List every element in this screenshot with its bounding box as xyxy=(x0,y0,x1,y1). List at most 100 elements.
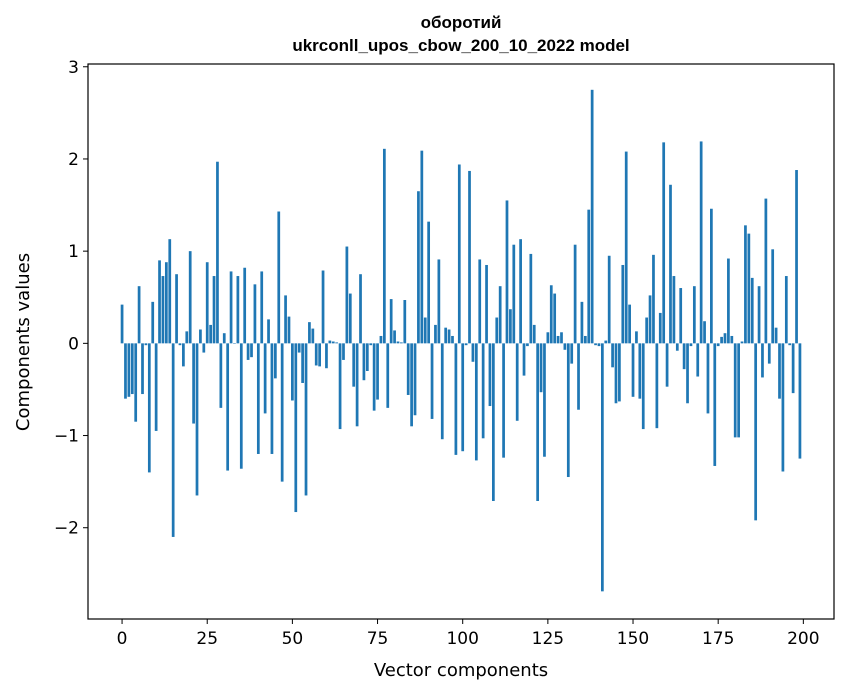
bar-57 xyxy=(314,343,318,366)
bar-30 xyxy=(222,333,226,344)
x-tick-label: 75 xyxy=(367,629,389,649)
bar-145 xyxy=(614,343,618,404)
bar-142 xyxy=(604,340,608,344)
bar-101 xyxy=(464,343,468,346)
bar-106 xyxy=(481,343,485,439)
y-tick-label: 3 xyxy=(68,58,79,78)
bar-44 xyxy=(270,343,274,454)
bar-25 xyxy=(205,262,209,344)
bar-150 xyxy=(631,343,635,397)
bar-97 xyxy=(451,335,454,344)
bar-197 xyxy=(791,343,795,394)
y-tick-label: 0 xyxy=(68,334,79,354)
bar-198 xyxy=(795,170,798,344)
bar-13 xyxy=(164,262,168,344)
bar-105 xyxy=(478,259,482,344)
bar-88 xyxy=(420,150,424,344)
bar-11 xyxy=(158,260,161,344)
bar-194 xyxy=(781,343,785,472)
bar-59 xyxy=(321,270,325,344)
bar-48 xyxy=(284,295,287,344)
y-axis-ticks: −2 −1 0 1 2 3 xyxy=(54,58,88,539)
bar-38 xyxy=(250,343,253,358)
bar-56 xyxy=(311,328,315,344)
bar-68 xyxy=(352,343,356,387)
bar-4 xyxy=(134,343,138,422)
bar-188 xyxy=(761,343,764,378)
bar-65 xyxy=(342,343,345,360)
bar-167 xyxy=(689,343,693,347)
bar-24 xyxy=(202,343,206,353)
bar-80 xyxy=(393,330,396,344)
bar-134 xyxy=(577,343,580,410)
bar-55 xyxy=(308,322,311,344)
bar-156 xyxy=(652,254,655,344)
bar-41 xyxy=(260,271,264,344)
bar-32 xyxy=(229,271,233,344)
bar-72 xyxy=(365,343,369,371)
bar-191 xyxy=(771,249,775,344)
plot-frame xyxy=(87,63,835,620)
bar-140 xyxy=(597,343,601,347)
bar-179 xyxy=(730,335,734,344)
bar-39 xyxy=(253,284,257,344)
bar-117 xyxy=(519,239,522,344)
bar-16 xyxy=(175,274,178,344)
bar-114 xyxy=(509,309,512,344)
bar-93 xyxy=(437,259,441,344)
bar-103 xyxy=(471,343,475,362)
bar-94 xyxy=(440,343,444,440)
bar-112 xyxy=(502,343,505,458)
bar-157 xyxy=(655,343,659,429)
bar-53 xyxy=(301,343,304,383)
bar-21 xyxy=(192,343,195,424)
bar-161 xyxy=(669,184,672,344)
bar-148 xyxy=(624,151,628,344)
bar-70 xyxy=(359,274,362,344)
bar-62 xyxy=(331,341,335,344)
bar-75 xyxy=(376,343,379,400)
x-tick-label: 0 xyxy=(117,629,128,649)
bar-22 xyxy=(195,343,199,496)
bar-110 xyxy=(495,317,499,344)
bar-69 xyxy=(355,343,359,427)
bar-64 xyxy=(338,343,342,430)
bar-31 xyxy=(226,343,230,471)
bar-144 xyxy=(611,343,614,368)
chart-title-line-1: оборотий xyxy=(421,13,502,32)
bar-137 xyxy=(587,209,591,344)
bar-127 xyxy=(553,293,557,344)
y-tick-label: 1 xyxy=(68,242,79,262)
bar-169 xyxy=(696,343,700,377)
bar-29 xyxy=(219,343,223,408)
x-tick-label: 125 xyxy=(532,629,564,649)
bar-89 xyxy=(423,317,427,344)
bar-132 xyxy=(570,343,574,364)
bar-100 xyxy=(461,343,465,452)
bar-192 xyxy=(774,327,778,344)
bar-146 xyxy=(618,343,621,402)
bar-177 xyxy=(723,333,727,344)
bar-151 xyxy=(635,331,638,344)
bar-91 xyxy=(430,343,434,419)
x-axis-label: Vector components xyxy=(374,660,548,681)
x-axis-ticks: 0 25 50 75 100 125 150 175 200 xyxy=(117,619,820,649)
bar-17 xyxy=(178,343,182,346)
bar-5 xyxy=(137,286,141,344)
bar-85 xyxy=(410,343,413,427)
bar-115 xyxy=(512,244,516,344)
bar-86 xyxy=(413,343,417,416)
bar-50 xyxy=(291,343,294,401)
bar-181 xyxy=(737,343,740,438)
bar-28 xyxy=(216,161,219,344)
bar-190 xyxy=(767,343,771,364)
bar-83 xyxy=(403,300,407,344)
bar-77 xyxy=(382,148,386,344)
bar-162 xyxy=(672,276,676,344)
bar-143 xyxy=(607,255,611,344)
bar-45 xyxy=(273,343,277,379)
y-tick-label: 2 xyxy=(68,150,79,170)
bar-129 xyxy=(560,332,563,344)
bar-18 xyxy=(182,343,185,367)
bar-123 xyxy=(539,343,543,393)
